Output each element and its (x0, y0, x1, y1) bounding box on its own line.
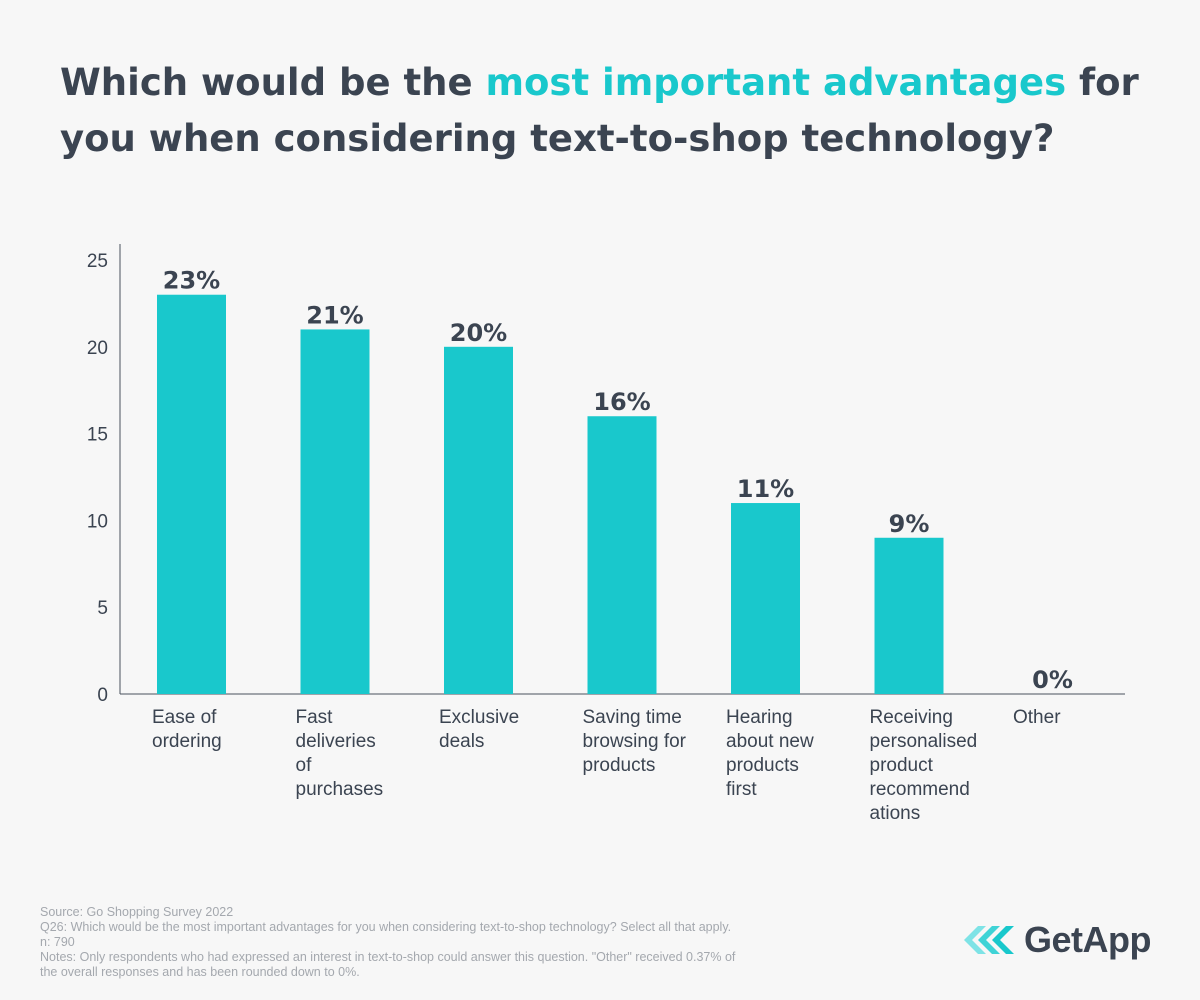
getapp-logo: GetApp (962, 918, 1152, 962)
data-label: 20% (450, 319, 507, 347)
notes-line-2: the overall responses and has been round… (40, 965, 360, 979)
source-note: Source: Go Shopping Survey 2022 (40, 905, 234, 919)
x-tick-label: recommend (870, 779, 970, 800)
x-tick-label: Receiving (870, 707, 953, 728)
x-tick-label: product (870, 755, 934, 776)
data-label: 0% (1032, 666, 1073, 694)
x-tick-label: deals (439, 731, 484, 752)
data-label: 9% (889, 510, 930, 538)
data-label: 11% (737, 475, 794, 503)
bar (874, 537, 944, 694)
x-tick-label: first (726, 779, 757, 800)
x-tick-label: Fast (296, 707, 334, 728)
x-tick-label: purchases (296, 779, 384, 800)
chart-footer: Source: Go Shopping Survey 2022 Q26: Whi… (40, 905, 890, 980)
x-tick-label: Exclusive (439, 707, 519, 728)
y-tick-label: 10 (87, 511, 108, 532)
data-label: 21% (306, 301, 363, 329)
data-label: 23% (163, 267, 220, 295)
y-tick-label: 25 (87, 251, 108, 272)
bar (444, 346, 513, 694)
bar-chart: 0 5 10 15 20 25 23% Ease of ordering 21% Fast deliv… (87, 244, 1125, 824)
x-tick-label: products (583, 755, 656, 776)
bar (587, 416, 657, 694)
getapp-chevrons-icon (964, 926, 1014, 954)
sample-size-note: n: 790 (40, 935, 75, 949)
x-tick-label: Other (1013, 707, 1061, 728)
notes-line-1: Notes: Only respondents who had expresse… (40, 950, 736, 964)
bar (300, 329, 370, 694)
bar (157, 294, 226, 694)
x-tick-label: browsing for (583, 731, 687, 752)
title-prefix: Which would be the (60, 61, 486, 104)
bar (731, 503, 800, 694)
title-highlight: most important advantages (485, 61, 1067, 104)
y-tick-label: 0 (97, 685, 108, 706)
x-tick-label: ations (870, 803, 921, 824)
x-tick-label: deliveries (296, 731, 376, 752)
x-tick-label: ordering (152, 731, 222, 752)
x-tick-label: personalised (870, 731, 978, 752)
x-tick-label: about new (726, 731, 814, 752)
chart-title: Which would be the most important advant… (60, 55, 1150, 167)
x-tick-label: Ease of (152, 707, 217, 728)
x-tick-label: products (726, 755, 799, 776)
data-label: 16% (593, 388, 650, 416)
x-tick-label: Hearing (726, 707, 793, 728)
logo-wordmark: GetApp (1024, 919, 1152, 960)
x-tick-label: of (296, 755, 313, 776)
y-tick-label: 15 (87, 425, 108, 446)
y-tick-label: 5 (97, 598, 108, 619)
question-note: Q26: Which would be the most important a… (40, 920, 732, 934)
title-suffix: for you when considering text-to-shop te… (60, 61, 1139, 160)
x-tick-label: Saving time (583, 707, 682, 728)
y-tick-label: 20 (87, 338, 108, 359)
